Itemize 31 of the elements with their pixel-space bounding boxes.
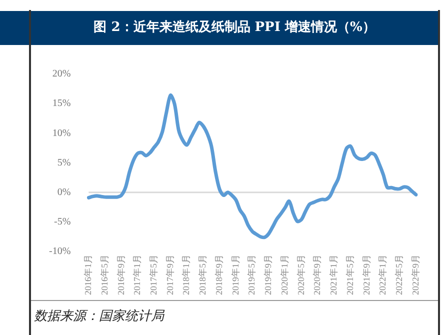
y-tick-label: 10%	[52, 128, 71, 139]
source-note: 数据来源：国家统计局	[34, 307, 164, 325]
y-tick-label: -10%	[48, 246, 71, 258]
x-tick-label: 2019年5月	[246, 254, 257, 295]
x-tick-label: 2022年9月	[410, 254, 420, 295]
x-tick-label: 2018年5月	[198, 254, 208, 295]
x-tick-label: 2018年9月	[214, 254, 224, 295]
x-tick-label: 2021年5月	[344, 254, 355, 295]
x-tick-label: 2018年1月	[181, 254, 192, 295]
y-tick-label: 0%	[57, 186, 71, 198]
x-tick-label: 2022年1月	[378, 254, 388, 295]
x-tick-label: 2019年1月	[230, 254, 240, 295]
y-tick-label: -5%	[54, 216, 71, 228]
x-tick-label: 2022年5月	[394, 254, 404, 295]
chart-title: 图 2：近年来造纸及纸制品 PPI 增速情况（%）	[31, 11, 438, 45]
x-tick-label: 2020年1月	[279, 254, 290, 295]
line-series	[86, 94, 418, 240]
x-tick-label: 2021年1月	[328, 254, 339, 295]
x-tick-label: 2020年5月	[296, 254, 306, 295]
x-tick-label: 2017年5月	[148, 254, 158, 295]
x-tick-label: 2016年1月	[83, 254, 94, 295]
y-tick-label: 20%	[52, 68, 71, 80]
y-tick-label: 15%	[52, 98, 71, 110]
x-tick-label: 2021年9月	[361, 254, 372, 295]
x-tick-label: 2016年9月	[116, 254, 126, 295]
x-tick-label: 2019年9月	[263, 254, 274, 295]
y-tick-label: 5%	[57, 157, 71, 168]
x-tick-label: 2017年9月	[164, 254, 175, 295]
x-tick-label: 2017年1月	[132, 254, 142, 295]
x-tick-label: 2020年9月	[312, 254, 322, 295]
x-tick-label: 2016年5月	[99, 254, 110, 295]
